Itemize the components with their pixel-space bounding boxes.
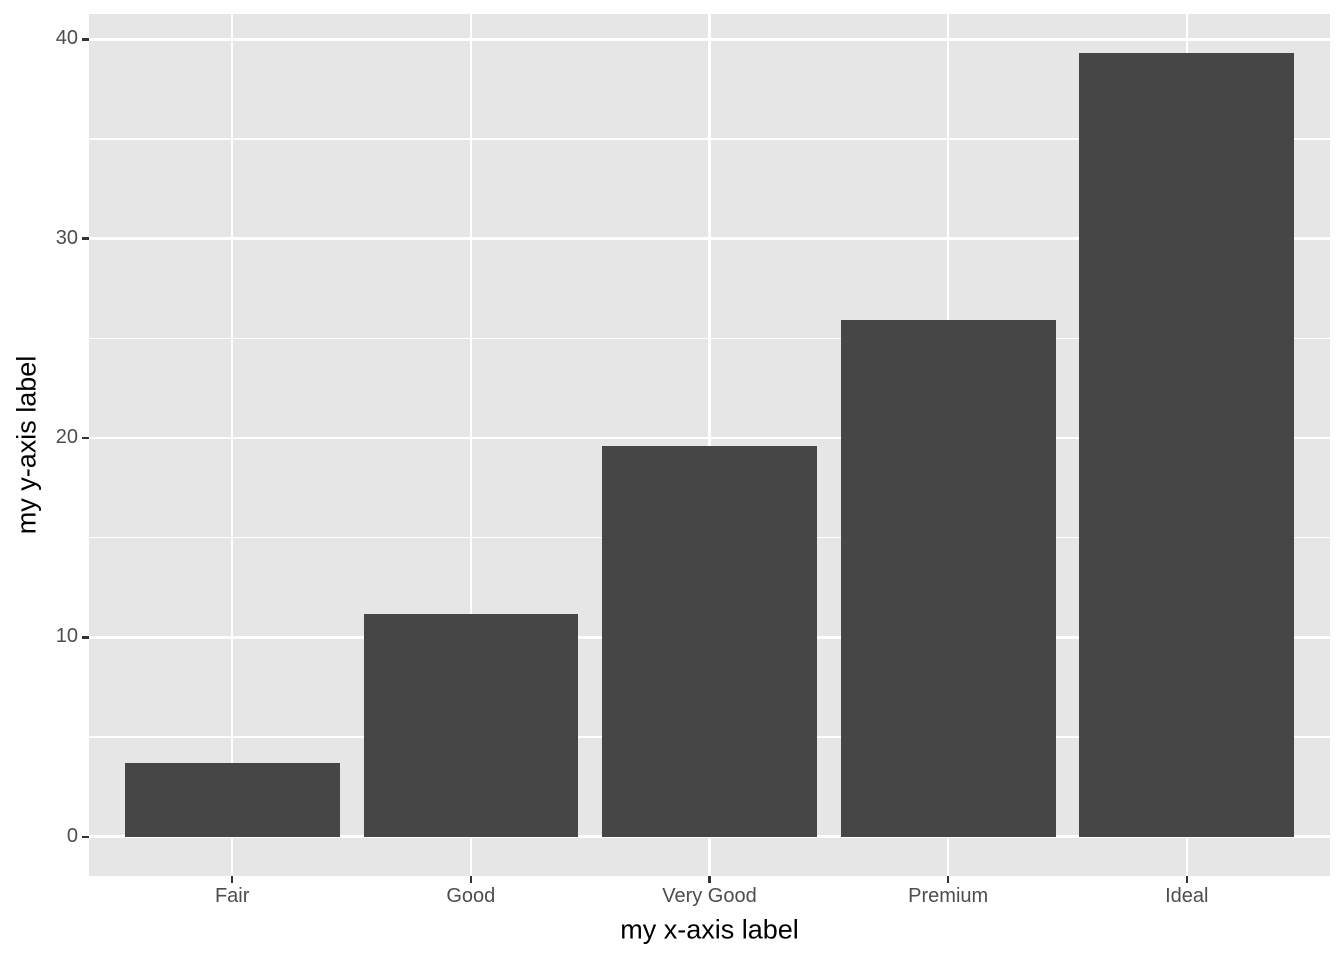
x-tick-label: Very Good (662, 885, 757, 907)
y-axis-tick (82, 835, 89, 838)
x-axis-title: my x-axis label (620, 914, 799, 945)
y-tick-label: 0 (66, 824, 78, 847)
y-axis-tick (82, 636, 89, 639)
bar-ideal (1079, 53, 1295, 837)
y-tick-label: 10 (55, 625, 78, 648)
y-axis-tick (82, 237, 89, 240)
bar-good (363, 613, 579, 837)
major-gridline-vertical (708, 14, 711, 876)
x-tick-label: Fair (214, 885, 250, 907)
y-tick-label: 20 (55, 426, 78, 448)
bar-fair (124, 763, 340, 837)
y-tick-label: 40 (55, 27, 78, 50)
major-gridline-vertical (230, 14, 234, 876)
bar-very-good (602, 446, 817, 837)
bar-premium (840, 320, 1056, 837)
major-gridline-vertical (469, 14, 473, 876)
x-tick-label: Good (446, 885, 496, 907)
x-axis-tick (946, 876, 950, 883)
y-tick-label: 30 (55, 226, 78, 249)
y-axis-tick (82, 436, 89, 440)
y-axis-title: my y-axis label (11, 355, 42, 535)
x-tick-label: Ideal (1165, 885, 1209, 907)
plot-panel (89, 14, 1330, 876)
x-tick-label: Premium (908, 885, 989, 907)
y-axis-tick (82, 38, 89, 41)
x-axis-tick (469, 876, 473, 883)
x-axis-tick (230, 876, 234, 883)
x-axis-tick (1185, 876, 1189, 883)
x-axis-tick (708, 876, 711, 883)
